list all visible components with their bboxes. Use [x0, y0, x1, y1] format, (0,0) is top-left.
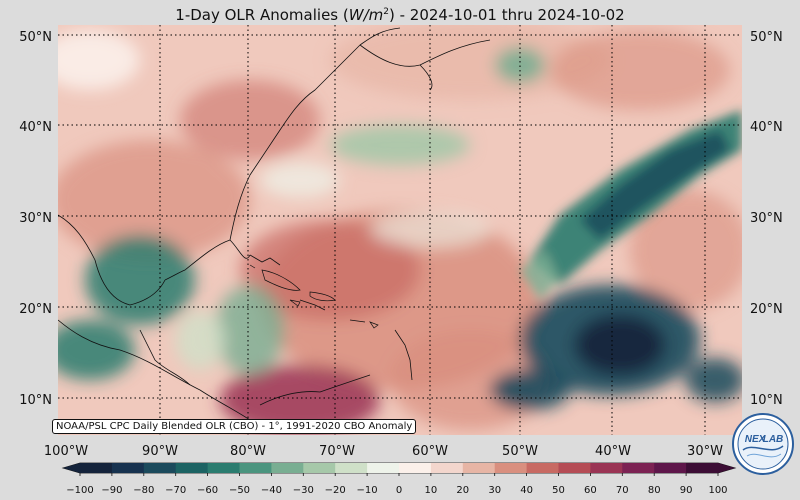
lat-label: 30°N — [750, 211, 783, 226]
colorbar-tick-label: −10 — [357, 485, 378, 496]
colorbar-tick-label: 30 — [488, 485, 501, 496]
colorbar-segment — [526, 463, 559, 473]
colorbar-tick-label: −70 — [165, 485, 186, 496]
colorbar-segment — [558, 463, 591, 473]
colorbar-tick-label: −30 — [293, 485, 314, 496]
lat-label: 50°N — [750, 30, 783, 45]
colorbar-segment — [175, 463, 209, 473]
colorbar-tick-label: 90 — [680, 485, 693, 496]
colorbar-segment — [590, 463, 623, 473]
lon-label: 90°W — [142, 444, 178, 459]
colorbar-segment — [239, 463, 272, 473]
colorbar-tick-label: −50 — [229, 485, 250, 496]
colorbar-tick-label: −40 — [261, 485, 282, 496]
colorbar-segment — [399, 463, 432, 473]
colorbar-segment — [111, 463, 145, 473]
source-note: NOAA/PSL CPC Daily Blended OLR (CBO) - 1… — [52, 419, 417, 434]
logo-text-bottom: LAB — [763, 434, 784, 445]
lat-label: 40°N — [19, 120, 52, 135]
colorbar-tick-label: 40 — [520, 485, 533, 496]
colorbar-tick-label: 70 — [616, 485, 629, 496]
nexlab-logo: NEX LAB — [732, 413, 794, 475]
lon-label: 50°W — [502, 444, 538, 459]
title-unit-exponent: 2 — [383, 7, 389, 17]
lat-labels-right: 10°N 20°N 30°N 40°N 50°N — [750, 30, 783, 408]
lat-label: 30°N — [19, 211, 52, 226]
colorbar: −100 −90 −80 −70 −60 −50 −40 −30 −20 −10 0 10 20 30 40… — [61, 462, 737, 496]
colorbar-tick-label: 20 — [456, 485, 469, 496]
colorbar-tick-label: −100 — [66, 485, 93, 496]
colorbar-tick-label: −90 — [101, 485, 122, 496]
colorbar-arrow-left — [63, 463, 80, 473]
logo-text-top: NEX — [745, 434, 767, 445]
lon-label: 70°W — [319, 444, 355, 459]
lon-label: 30°W — [687, 444, 723, 459]
colorbar-tick-label: 60 — [584, 485, 597, 496]
colorbar-segment — [622, 463, 655, 473]
colorbar-segment — [367, 463, 400, 473]
lat-label: 10°N — [750, 393, 783, 408]
colorbar-tick-label: 10 — [425, 485, 438, 496]
colorbar-tick-label: −60 — [197, 485, 218, 496]
gridlines — [58, 25, 742, 435]
colorbar-segment — [494, 463, 528, 473]
lon-label: 40°W — [595, 444, 631, 459]
colorbar-segment — [80, 463, 113, 473]
lat-label: 20°N — [750, 302, 783, 317]
colorbar-tick-label: 0 — [396, 485, 402, 496]
title-prefix: 1-Day OLR Anomalies ( — [175, 6, 349, 24]
colorbar-segment — [686, 463, 719, 473]
title-suffix: ) - 2024-10-01 thru 2024-10-02 — [388, 6, 625, 24]
lon-label: 100°W — [44, 444, 88, 459]
map-title: 1-Day OLR Anomalies (W/m2) - 2024-10-01 … — [0, 0, 800, 24]
lat-label: 10°N — [19, 393, 52, 408]
lon-label: 80°W — [230, 444, 266, 459]
colorbar-segment — [654, 463, 687, 473]
colorbar-segment — [430, 463, 464, 473]
lon-label: 60°W — [412, 444, 448, 459]
lat-label: 50°N — [19, 30, 52, 45]
lat-label: 40°N — [750, 120, 783, 135]
colorbar-tick-label: 80 — [648, 485, 661, 496]
colorbar-segment — [462, 463, 496, 473]
title-unit: W/m — [348, 6, 384, 24]
colorbar-segment — [271, 463, 304, 473]
colorbar-tick-label: 100 — [708, 485, 727, 496]
colorbar-segment — [207, 463, 240, 473]
colorbar-tick-label: −20 — [325, 485, 346, 496]
coastlines — [58, 27, 491, 421]
lat-labels-left: 10°N 20°N 30°N 40°N 50°N — [19, 30, 52, 408]
lat-label: 20°N — [19, 302, 52, 317]
lon-labels: 100°W 90°W 80°W 70°W 60°W 50°W 40°W 30°W — [44, 444, 723, 459]
colorbar-segment — [335, 463, 368, 473]
colorbar-segment — [303, 463, 336, 473]
colorbar-tick-label: −80 — [133, 485, 154, 496]
anomaly-field — [58, 25, 742, 435]
colorbar-tick-label: 50 — [552, 485, 565, 496]
colorbar-arrow-right — [718, 463, 735, 473]
colorbar-segment — [143, 463, 177, 473]
